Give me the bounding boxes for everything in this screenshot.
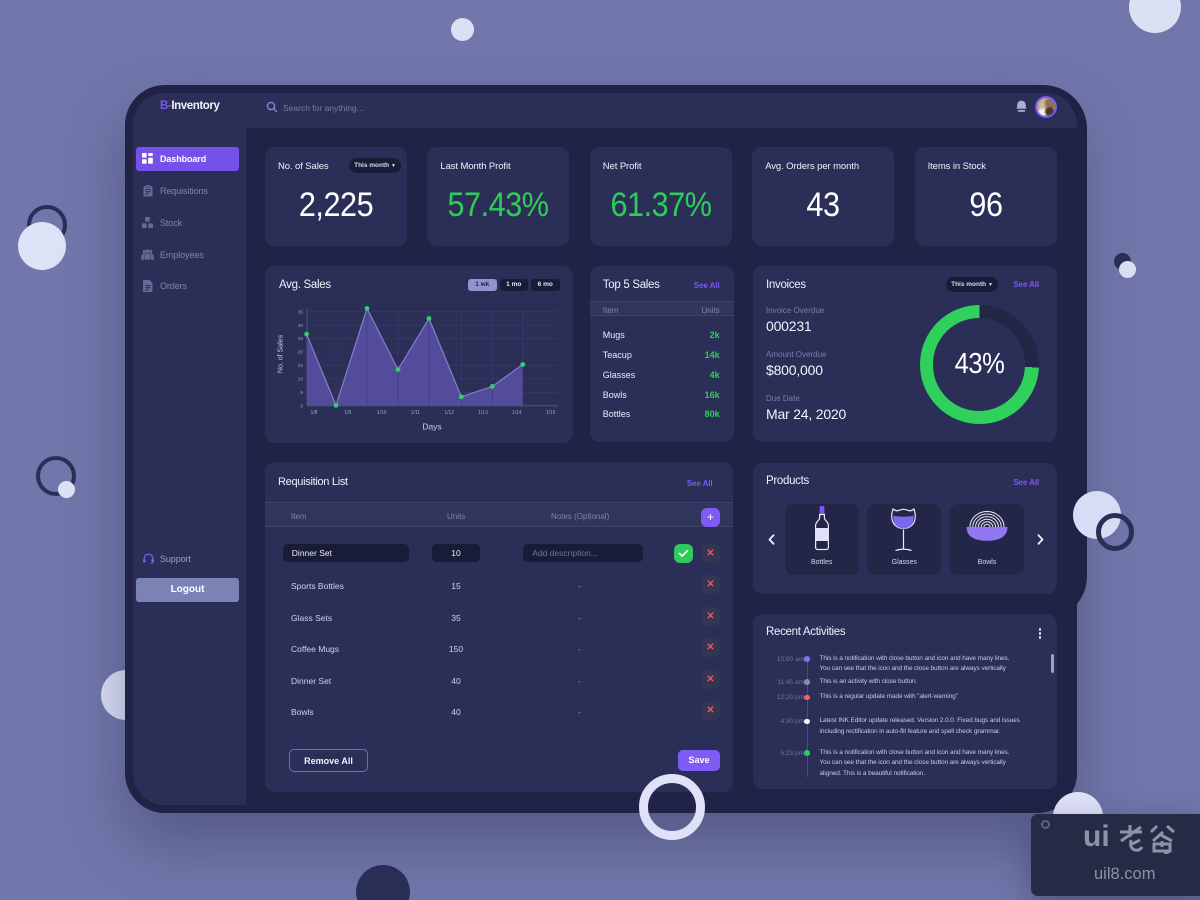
svg-text:1/8: 1/8 (311, 410, 318, 416)
svg-text:1/15: 1/15 (546, 410, 556, 416)
svg-text:No. of Sales: No. of Sales (278, 334, 285, 373)
svg-text:20: 20 (298, 350, 304, 356)
svg-text:1/9: 1/9 (344, 410, 351, 416)
svg-text:5: 5 (300, 390, 303, 396)
svg-text:1/13: 1/13 (478, 410, 488, 416)
svg-text:1/12: 1/12 (444, 410, 454, 416)
svg-text:Days: Days (422, 422, 441, 432)
svg-text:1/10: 1/10 (377, 410, 387, 416)
svg-text:1/11: 1/11 (411, 410, 421, 416)
svg-text:15: 15 (298, 363, 304, 369)
svg-text:25: 25 (298, 336, 304, 342)
svg-text:35: 35 (298, 309, 304, 315)
svg-text:10: 10 (298, 377, 304, 383)
svg-text:1/14: 1/14 (512, 410, 522, 416)
svg-text:0: 0 (300, 404, 303, 410)
svg-text:30: 30 (298, 323, 304, 329)
